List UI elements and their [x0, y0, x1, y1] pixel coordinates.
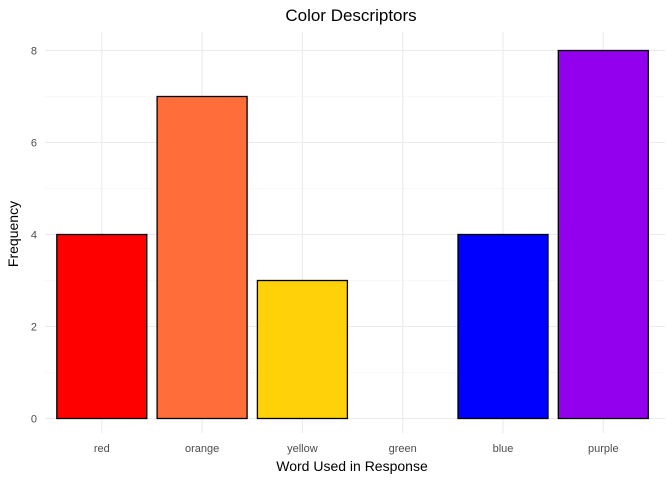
- x-axis-title: Word Used in Response: [276, 458, 428, 474]
- chart-title: Color Descriptors: [285, 6, 416, 25]
- y-axis-title: Frequency: [5, 201, 21, 267]
- bars: [56, 49, 649, 420]
- y-tick-labels: 0 2 4 6 8: [31, 46, 37, 426]
- x-tick-labels: red orange yellow green blue purple: [94, 443, 619, 455]
- x-tick-label: yellow: [287, 443, 318, 455]
- bar-yellow: [256, 279, 349, 420]
- x-tick-label: purple: [588, 443, 619, 455]
- x-tick-label: orange: [185, 443, 219, 455]
- bar-purple: [557, 49, 649, 420]
- y-tick-label: 2: [31, 322, 37, 334]
- x-tick-label: green: [389, 443, 417, 455]
- bar-orange: [156, 95, 248, 420]
- y-tick-label: 6: [31, 138, 37, 150]
- y-tick-label: 0: [31, 414, 37, 426]
- y-tick-label: 8: [31, 46, 37, 58]
- x-tick-label: red: [94, 443, 110, 455]
- x-tick-label: blue: [493, 443, 514, 455]
- bar-red: [56, 233, 148, 420]
- bar-blue: [457, 233, 549, 420]
- y-tick-label: 4: [31, 230, 37, 242]
